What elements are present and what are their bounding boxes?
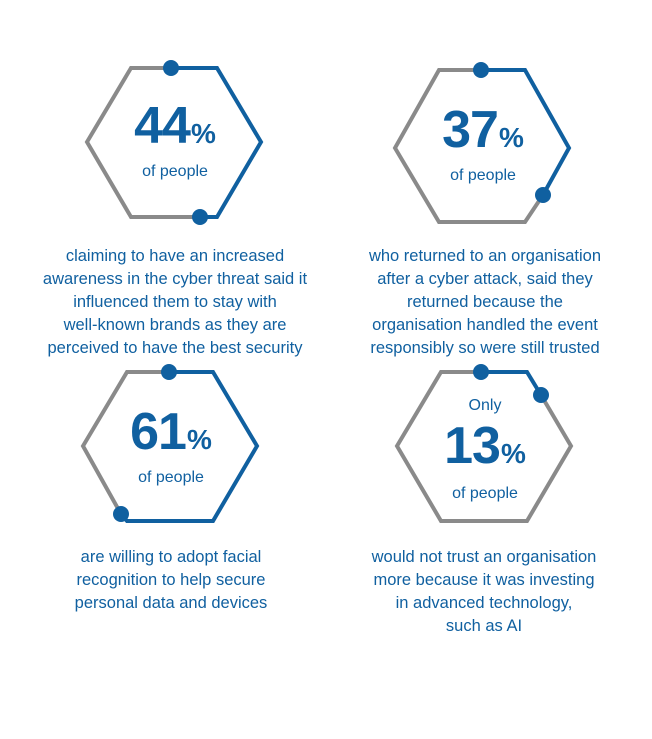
stat-card-44: 44% of people [84, 60, 264, 225]
stat-label: of people [138, 469, 204, 486]
hexagon-progress-icon [84, 60, 264, 225]
percent-sign: % [500, 438, 526, 469]
stat-label: of people [450, 167, 516, 184]
stat-caption: are willing to adopt facial recognition … [74, 548, 268, 612]
stat-value: 44% [87, 96, 263, 156]
stat-value: 37% [395, 100, 571, 160]
percent-sign: % [186, 424, 212, 455]
stat-caption: claiming to have an increased awareness … [42, 247, 308, 357]
stat-number: 44 [134, 97, 191, 155]
stat-prefix: Only [468, 397, 502, 414]
stat-value: 61% [83, 402, 259, 462]
stat-number: 61 [130, 403, 187, 461]
stat-number: 37 [442, 101, 499, 159]
stat-card-13: Only 13% of people [394, 364, 574, 529]
stat-card-61: 61% of people [80, 364, 260, 529]
stat-label: of people [452, 485, 518, 502]
stat-caption: would not trust an organisation more bec… [371, 548, 597, 635]
percent-sign: % [498, 122, 524, 153]
hexagon-progress-icon [80, 364, 260, 523]
stat-value: 13% [397, 416, 573, 476]
hexagon-progress-icon [394, 364, 574, 523]
hexagon-progress-icon [392, 62, 572, 224]
stat-label: of people [142, 163, 208, 180]
stat-card-37: 37% of people [392, 62, 572, 227]
percent-sign: % [190, 118, 216, 149]
stat-caption: who returned to an organisation after a … [368, 247, 602, 357]
stat-number: 13 [444, 417, 501, 475]
